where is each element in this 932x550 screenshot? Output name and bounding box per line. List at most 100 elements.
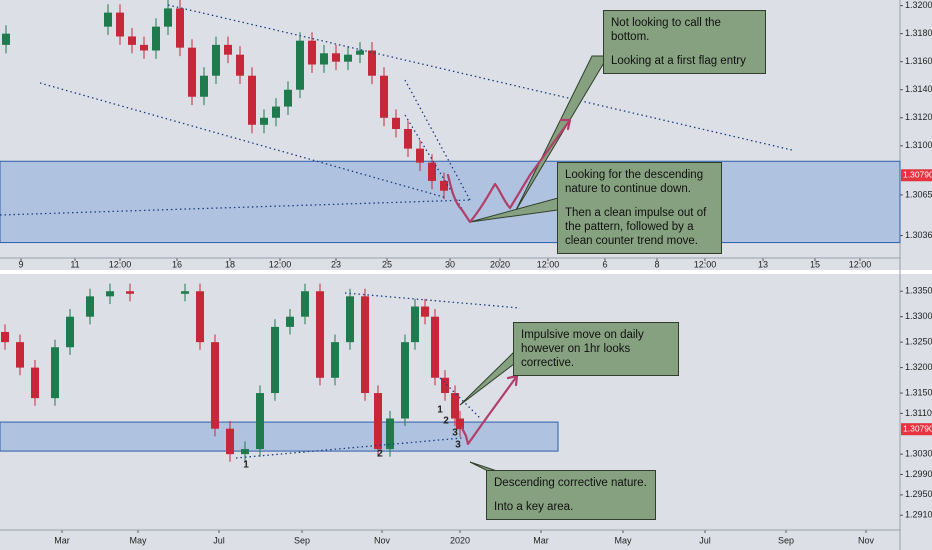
- candle-body: [126, 291, 134, 294]
- candle-body: [256, 393, 264, 450]
- x-tick-label: 9: [18, 259, 23, 269]
- candle-body: [176, 8, 184, 48]
- candle-body: [431, 316, 439, 378]
- candle-body: [374, 393, 382, 450]
- trend-line: [439, 377, 481, 419]
- candle-body: [152, 26, 160, 51]
- annotation-text: Impulsive move on daily however on 1hr l…: [521, 329, 644, 369]
- x-tick-label: 13: [758, 259, 768, 269]
- candle-body: [140, 44, 148, 51]
- candle-body: [296, 40, 304, 90]
- candle-body: [128, 36, 136, 45]
- candle-body: [308, 40, 316, 65]
- candle-body: [248, 75, 256, 125]
- y-tick-label: 1.32000: [905, 0, 932, 10]
- candle-body: [164, 8, 172, 27]
- last-price-label: 1.30790: [903, 170, 932, 180]
- candle-body: [386, 418, 394, 450]
- candle-body: [196, 291, 204, 343]
- x-tick-label: 12:00: [537, 259, 560, 269]
- x-tick-label: Jul: [213, 535, 225, 545]
- x-tick-label: 25: [382, 259, 392, 269]
- wave-label: 2: [377, 449, 383, 460]
- callout-pointers: [459, 55, 609, 473]
- candle-body: [106, 291, 114, 297]
- y-tick-label: 1.32500: [905, 337, 932, 347]
- y-tick-label: 1.29500: [905, 489, 932, 499]
- x-tick-label: May: [129, 535, 147, 545]
- x-tick-label: Sep: [778, 535, 794, 545]
- zones: [0, 160, 901, 452]
- annotation-box: Descending corrective nature. Into a key …: [486, 470, 656, 520]
- candle-body: [416, 148, 424, 163]
- candle-body: [226, 428, 234, 455]
- x-tick-label: 6: [602, 259, 607, 269]
- candle-body: [212, 44, 220, 76]
- y-tick-label: 1.33500: [905, 286, 932, 296]
- x-tick-label: 30: [445, 259, 455, 269]
- candle-body: [51, 347, 59, 399]
- x-tick-label: 2020: [490, 259, 510, 269]
- last-price-label: 1.30790: [903, 423, 932, 433]
- candle-body: [31, 367, 39, 399]
- annotation-text: Descending corrective nature.: [494, 477, 647, 489]
- annotation-text: Then a clean impulse out of the pattern,…: [565, 207, 707, 247]
- y-tick-label: 1.31500: [905, 387, 932, 397]
- trend-line: [235, 437, 463, 459]
- candle-body: [411, 306, 419, 343]
- candle-body: [301, 291, 309, 317]
- projection-path: [446, 118, 572, 224]
- candle-body: [356, 50, 364, 55]
- x-tick-label: 8: [654, 259, 659, 269]
- candle-body: [320, 53, 328, 65]
- annotation-text: Looking at a first flag entry: [611, 55, 746, 67]
- candle-body: [181, 291, 189, 294]
- x-tick-label: 15: [810, 259, 820, 269]
- candle-body: [104, 12, 112, 27]
- candle-body: [188, 47, 196, 97]
- y-tick-label: 1.30300: [905, 449, 932, 459]
- wave-label: 3: [455, 440, 461, 451]
- key-zone: [0, 160, 901, 244]
- callout-pointer: [514, 55, 609, 213]
- candle-body: [440, 180, 448, 191]
- x-tick-label: 18: [225, 259, 235, 269]
- candles: [1, 0, 464, 462]
- y-tick-label: 1.30650: [905, 189, 932, 199]
- annotation-box: Not looking to call the bottom. Looking a…: [603, 10, 766, 74]
- y-tick-label: 1.30360: [905, 230, 932, 240]
- trend-lines: [0, 4, 793, 459]
- x-tick-label: 12:00: [849, 259, 872, 269]
- candle-body: [380, 75, 388, 118]
- y-tick-label: 1.29100: [905, 510, 932, 520]
- arrow-head: [506, 374, 519, 387]
- y-tick-label: 1.33000: [905, 311, 932, 321]
- annotation-text: Into a key area.: [494, 501, 574, 513]
- x-tick-label: 12:00: [694, 259, 717, 269]
- last-price-badge: [901, 169, 932, 182]
- candle-body: [368, 50, 376, 76]
- last-price-badge: [901, 423, 932, 436]
- x-tick-label: 11: [70, 259, 79, 269]
- x-tick-label: May: [614, 535, 632, 545]
- candle-body: [346, 296, 354, 343]
- trend-line: [404, 79, 471, 201]
- candle-body: [272, 106, 280, 118]
- candle-body: [224, 44, 232, 55]
- trend-line: [167, 4, 793, 151]
- candle-body: [286, 316, 294, 327]
- candle-body: [241, 449, 249, 455]
- wave-label: 3: [452, 428, 458, 439]
- annotation-text: Not looking to call the bottom.: [611, 17, 721, 43]
- annotation-text: Looking for the descending nature to con…: [565, 169, 704, 195]
- x-tick-label: 12:00: [269, 259, 292, 269]
- annotation-box: Looking for the descending nature to con…: [557, 162, 722, 254]
- trend-line: [39, 82, 448, 199]
- candle-body: [331, 342, 339, 378]
- candle-body: [456, 418, 464, 430]
- x-tick-label: 12:00: [109, 259, 132, 269]
- y-tick-label: 1.29900: [905, 469, 932, 479]
